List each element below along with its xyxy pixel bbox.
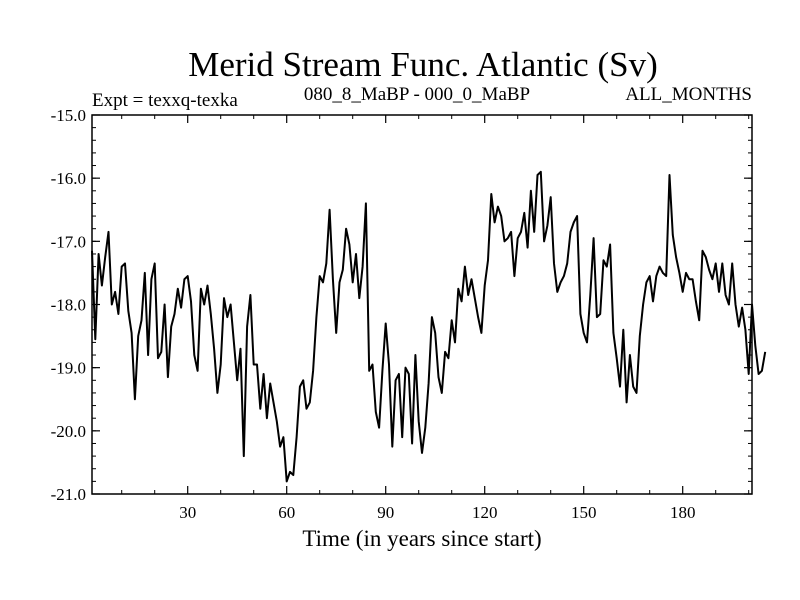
x-tick-label: 150 <box>571 503 597 522</box>
chart-title: Merid Stream Func. Atlantic (Sv) <box>188 45 658 84</box>
x-tick-label: 90 <box>377 503 394 522</box>
y-tick-label: -15.0 <box>51 106 86 125</box>
y-tick-label: -21.0 <box>51 485 86 504</box>
y-tick-label: -19.0 <box>51 359 86 378</box>
x-tick-label: 180 <box>670 503 696 522</box>
x-axis-label: Time (in years since start) <box>302 526 541 551</box>
plot-frame <box>91 114 753 495</box>
chart-subtitle-left: Expt = texxq-texka <box>92 90 238 111</box>
chart-subtitle-right: ALL_MONTHS <box>625 84 752 105</box>
y-tick-label: -17.0 <box>51 232 86 251</box>
x-tick-label: 30 <box>179 503 196 522</box>
y-tick-label: -20.0 <box>51 422 86 441</box>
x-tick-label: 120 <box>472 503 498 522</box>
x-tick-label: 60 <box>278 503 295 522</box>
chart-subtitle-center: 080_8_MaBP - 000_0_MaBP <box>304 84 530 105</box>
y-tick-label: -16.0 <box>51 169 86 188</box>
x-axis: 30 60 90 120 150 180 <box>121 115 750 522</box>
series-line <box>91 170 767 483</box>
y-tick-label: -18.0 <box>51 296 86 315</box>
